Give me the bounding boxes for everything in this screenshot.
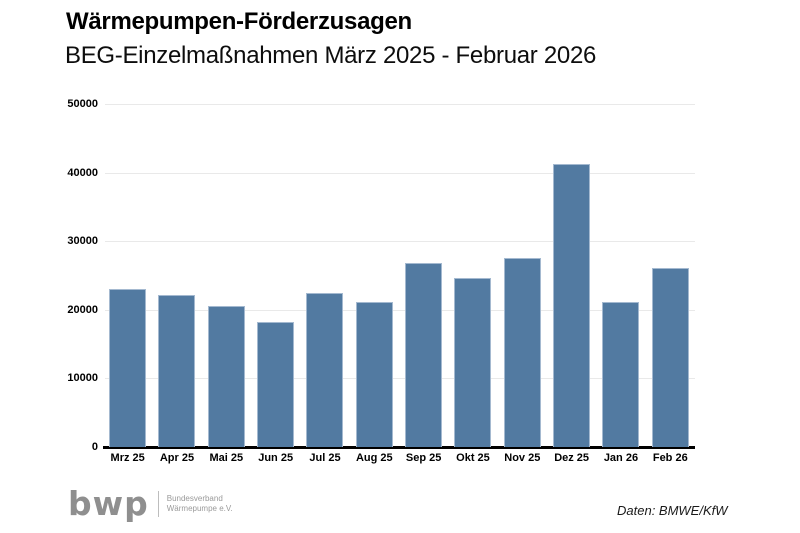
bar-slot-feb-26 xyxy=(646,104,695,447)
bar-jun-25 xyxy=(257,321,295,447)
y-tick-label-30000: 30000 xyxy=(67,235,98,248)
y-tick-label-10000: 10000 xyxy=(67,372,98,385)
gridline-50000 xyxy=(105,104,695,105)
y-tick-label-0: 0 xyxy=(91,441,98,453)
logo-caption-line1: Bundesverband xyxy=(166,494,223,503)
bar-slot-mai-25 xyxy=(202,104,251,447)
x-tick-label-jul-25: Jul 25 xyxy=(309,452,341,464)
x-axis-labels: Mrz 25 Apr 25 Mai 25 Jun 25 Jul 25 Aug 25 Sep … xyxy=(103,452,695,464)
data-source-note: Daten: BMWE/KfW xyxy=(617,503,728,518)
x-axis-line xyxy=(103,446,695,449)
x-tick-label-mrz-25: Mrz 25 xyxy=(110,452,145,464)
x-tick-label-mai-25: Mai 25 xyxy=(209,452,244,464)
y-tick-label-40000: 40000 xyxy=(67,166,98,179)
bwp-logo-wordmark: bwp xyxy=(68,484,149,523)
x-tick-label-nov-25: Nov 25 xyxy=(504,452,541,464)
bar-slot-jun-25 xyxy=(251,104,300,447)
bar-mai-25 xyxy=(207,305,245,447)
gridline-30000 xyxy=(105,241,695,243)
bar-apr-25 xyxy=(158,295,196,447)
bar-mrz-25 xyxy=(109,288,147,447)
bar-jul-25 xyxy=(306,292,344,447)
bar-chart-plot-area: 0 10000 20000 30000 40000 50000 xyxy=(67,98,695,453)
gridline-40000 xyxy=(105,172,695,174)
x-tick-label-jan-26: Jan 26 xyxy=(603,452,639,464)
bars-container xyxy=(103,104,695,447)
bar-aug-25 xyxy=(355,301,393,447)
bar-okt-25 xyxy=(454,277,492,447)
bar-sep-25 xyxy=(405,262,443,447)
gridline-10000 xyxy=(105,378,695,380)
bar-slot-okt-25 xyxy=(448,104,497,447)
gridline-20000 xyxy=(105,309,695,311)
x-tick-label-jun-25: Jun 25 xyxy=(258,452,294,464)
logo-caption-line2: Wärmepumpe e.V. xyxy=(166,504,233,513)
bar-nov-25 xyxy=(503,258,541,447)
bar-jan-26 xyxy=(602,301,640,447)
bar-dez-25 xyxy=(553,163,591,447)
bar-slot-dez-25 xyxy=(547,104,596,447)
bar-slot-nov-25 xyxy=(498,104,547,447)
bar-slot-aug-25 xyxy=(350,104,399,447)
bwp-logo: bwp Bundesverband Wärmepumpe e.V. xyxy=(68,484,233,523)
chart-title: Wärmepumpen-Förderzusagen xyxy=(66,8,412,35)
bar-slot-jan-26 xyxy=(596,104,645,447)
bar-slot-apr-25 xyxy=(152,104,201,447)
y-tick-label-50000: 50000 xyxy=(67,98,98,110)
chart-subtitle: BEG-Einzelmaßnahmen März 2025 - Februar … xyxy=(65,42,597,69)
bwp-logo-caption: Bundesverband Wärmepumpe e.V. xyxy=(167,494,233,514)
bar-slot-jul-25 xyxy=(300,104,349,447)
x-tick-label-feb-26: Feb 26 xyxy=(652,452,688,464)
x-tick-label-okt-25: Okt 25 xyxy=(456,452,490,464)
logo-divider xyxy=(157,491,159,517)
bar-slot-mrz-25 xyxy=(103,104,152,447)
x-tick-label-aug-25: Aug 25 xyxy=(355,452,393,464)
x-tick-label-apr-25: Apr 25 xyxy=(159,452,195,464)
x-tick-label-sep-25: Sep 25 xyxy=(405,452,442,464)
y-tick-label-20000: 20000 xyxy=(67,303,98,316)
bar-slot-sep-25 xyxy=(399,104,448,447)
bar-feb-26 xyxy=(651,268,689,447)
x-tick-label-dez-25: Dez 25 xyxy=(554,452,590,464)
